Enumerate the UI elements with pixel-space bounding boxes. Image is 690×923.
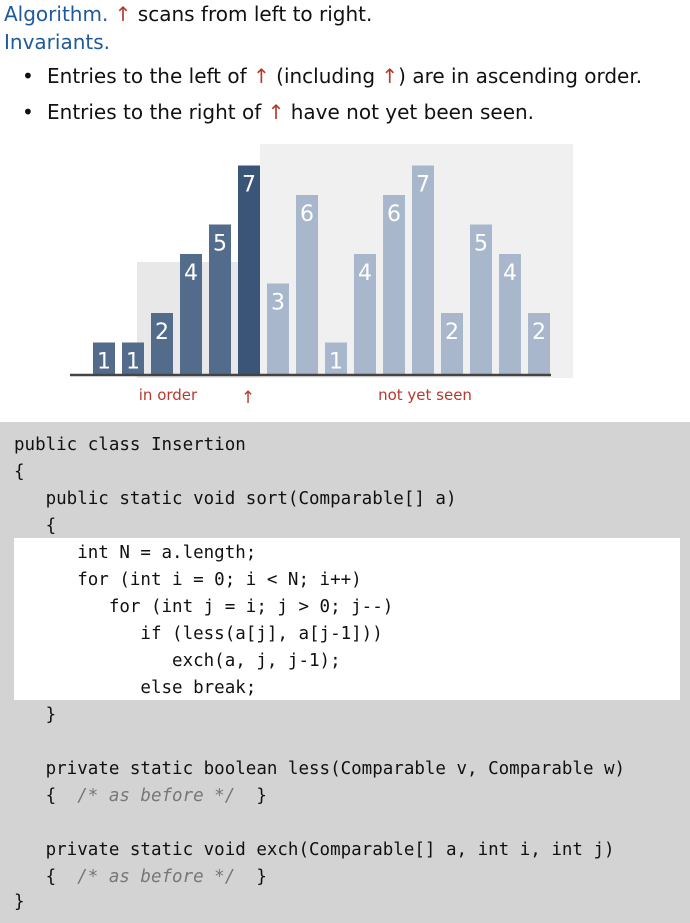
code-line: public class Insertion — [14, 435, 246, 455]
bar — [499, 254, 521, 374]
bar-label: 4 — [358, 261, 372, 286]
bullet-text-middle: (including — [269, 64, 382, 88]
pointer-arrow-icon: ↑ — [381, 64, 399, 88]
algorithm-text: scans from left to right. — [131, 2, 373, 26]
bar-label: 1 — [329, 350, 343, 375]
algorithm-label: Algorithm. — [4, 2, 109, 26]
bar-label: 4 — [503, 261, 517, 286]
pointer-arrow-icon: ↑ — [241, 388, 255, 408]
not-yet-seen-label: not yet seen — [378, 386, 472, 404]
bar — [441, 313, 463, 374]
bar-label: 7 — [416, 173, 430, 198]
pointer-arrow-icon: ↑ — [114, 2, 132, 26]
bar — [528, 313, 550, 374]
code-panel: public class Insertion { public static vo… — [0, 422, 690, 923]
code-line: int N = a.length; — [14, 543, 257, 563]
code-brace: } — [235, 786, 267, 806]
code-line: { — [14, 462, 25, 482]
bar — [122, 342, 144, 374]
bar-label: 2 — [445, 320, 459, 345]
code-comment: /* as before */ — [77, 867, 236, 887]
bullet-text-after: ) are in ascending order. — [398, 64, 643, 88]
code-line: exch(a, j, j-1); — [14, 651, 341, 671]
in-order-label: in order — [139, 386, 198, 404]
bar-label: 6 — [387, 202, 401, 227]
code-line: private static boolean less(Comparable v… — [14, 759, 626, 779]
bar — [93, 342, 115, 374]
bullet-item: • Entries to the right of ↑ have not yet … — [22, 100, 534, 124]
code-line: } — [14, 705, 57, 725]
bar-label: 4 — [184, 261, 198, 286]
highlighted-loop — [14, 538, 680, 700]
bar-label: 2 — [532, 320, 546, 345]
code-line: } — [14, 892, 25, 912]
code-line: for (int i = 0; i < N; i++) — [14, 570, 362, 590]
pointer-arrow-icon: ↑ — [253, 64, 270, 88]
code-line: { — [14, 516, 57, 536]
bar — [151, 313, 173, 374]
bar-label: 2 — [155, 320, 169, 345]
code-comment: /* as before */ — [77, 786, 236, 806]
code-line: private static void exch(Comparable[] a,… — [14, 840, 615, 860]
bar — [180, 254, 202, 374]
bar — [267, 283, 289, 374]
bullet-dot: • — [22, 64, 34, 88]
code-line: else break; — [14, 678, 257, 698]
bar — [383, 195, 405, 374]
bar — [354, 254, 376, 374]
bullet-dot: • — [22, 100, 34, 124]
code-line: { /* as before */ } — [14, 786, 267, 806]
bullet-text-after: have not yet been seen. — [284, 100, 535, 124]
code-line: { /* as before */ } — [14, 867, 267, 887]
bar-label: 5 — [213, 232, 227, 257]
algorithm-line: Algorithm. ↑ scans from left to right. — [4, 2, 372, 26]
bullet-text-before: Entries to the left of — [47, 64, 254, 88]
bar-label: 1 — [126, 350, 140, 375]
bar — [325, 342, 347, 374]
bar-label: 7 — [242, 173, 256, 198]
bar — [238, 165, 260, 374]
bar-label: 6 — [300, 202, 314, 227]
bar — [470, 224, 492, 374]
invariants-label: Invariants. — [4, 30, 110, 54]
code-line: if (less(a[j], a[j-1])) — [14, 624, 383, 644]
code-line: for (int j = i; j > 0; j--) — [14, 597, 394, 617]
bar-label: 5 — [474, 232, 488, 257]
bar — [209, 224, 231, 374]
code-line: public static void sort(Comparable[] a) — [14, 489, 457, 509]
bar-label: 3 — [271, 291, 285, 316]
bar — [412, 165, 434, 374]
bullet-item: • Entries to the left of ↑ (including ↑) … — [22, 64, 642, 88]
bar-label: 1 — [97, 350, 111, 375]
code-brace: } — [235, 867, 267, 887]
bar — [296, 195, 318, 374]
bullet-text-before: Entries to the right of — [47, 100, 268, 124]
pointer-arrow-icon: ↑ — [267, 100, 285, 124]
